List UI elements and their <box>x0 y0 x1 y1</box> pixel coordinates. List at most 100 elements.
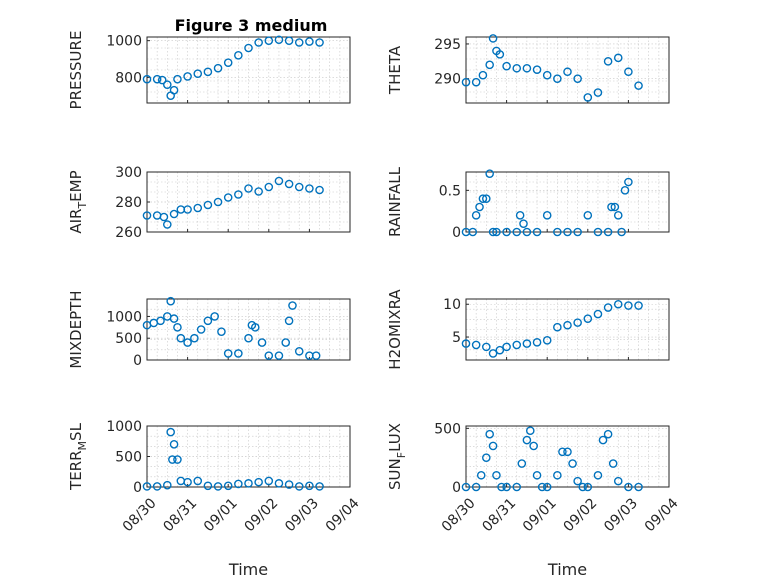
data-point <box>193 203 203 213</box>
data-point <box>159 212 169 222</box>
subplot-7: 0 500 1000 08/30 08/31 09/01 09/02 09/03 09/04 Ti… <box>67 419 363 579</box>
data-point <box>593 227 603 237</box>
data-point <box>461 482 471 492</box>
data-point <box>156 316 165 326</box>
data-point <box>620 186 630 195</box>
data-point <box>624 482 633 492</box>
data-point <box>468 227 478 237</box>
data-point <box>196 325 206 334</box>
data-point <box>142 211 152 220</box>
data-point <box>142 482 152 491</box>
data-point <box>488 34 498 43</box>
data-point <box>563 67 572 77</box>
data-point <box>481 342 491 352</box>
data-point <box>173 74 182 84</box>
data-point <box>234 51 243 60</box>
data-point <box>573 74 582 83</box>
axes-frame <box>465 171 670 233</box>
data-point <box>515 211 525 220</box>
data-point <box>244 43 253 53</box>
y-tick-label: 1000 <box>106 309 142 325</box>
data-point <box>254 477 263 487</box>
data-point <box>183 338 192 347</box>
data-point <box>492 470 501 480</box>
data-point <box>624 177 633 187</box>
data-point <box>169 85 179 95</box>
data-point <box>305 37 314 46</box>
data-point <box>634 482 643 492</box>
y-tick-label: 300 <box>115 165 142 181</box>
data-point <box>502 342 511 352</box>
data-point <box>553 470 562 480</box>
data-point <box>512 340 522 350</box>
data-point <box>593 88 603 97</box>
data-point <box>294 482 304 491</box>
data-point <box>485 60 494 70</box>
data-point <box>234 479 243 489</box>
data-point <box>254 38 263 47</box>
data-point <box>613 211 623 220</box>
data-point <box>311 351 321 360</box>
data-point <box>478 194 488 203</box>
data-point <box>250 323 260 332</box>
data-point <box>522 227 532 237</box>
data-point <box>634 301 643 310</box>
data-point <box>553 227 562 237</box>
data-point <box>488 227 498 237</box>
data-point <box>613 53 623 63</box>
axes-frame <box>465 298 670 361</box>
data-point <box>478 70 488 80</box>
data-point <box>608 459 618 468</box>
data-point <box>593 470 603 480</box>
y-tick-label: 1000 <box>106 34 142 50</box>
data-point <box>294 346 304 356</box>
y-axis-label: MIXDEPTH <box>67 290 85 368</box>
data-point <box>593 309 603 319</box>
y-axis-label: SUNFLUX <box>386 423 408 490</box>
data-point <box>485 429 494 439</box>
x-tick-label: 09/04 <box>323 495 363 535</box>
data-point <box>169 314 179 323</box>
data-point <box>542 336 552 345</box>
data-point <box>183 205 192 214</box>
data-point <box>563 447 572 457</box>
data-point <box>471 482 481 492</box>
data-point <box>223 193 233 202</box>
data-point <box>234 190 243 199</box>
data-point <box>315 185 324 195</box>
data-point <box>183 72 192 81</box>
y-axis-label: H2OMIXRA <box>386 289 404 370</box>
data-point <box>162 220 172 229</box>
data-point <box>558 447 567 457</box>
data-point <box>284 480 294 489</box>
data-point <box>610 202 620 212</box>
y-tick-label: 260 <box>115 225 142 241</box>
y-axis-label: RAINFALL <box>386 166 404 237</box>
data-point <box>488 349 498 358</box>
data-point <box>176 476 186 486</box>
data-point <box>583 482 593 492</box>
data-point <box>598 435 608 445</box>
data-point <box>522 63 532 73</box>
data-point <box>613 476 623 486</box>
data-point <box>142 74 152 84</box>
y-tick-label: 500 <box>434 421 461 437</box>
data-point <box>264 476 274 486</box>
data-point <box>542 70 552 80</box>
data-point <box>603 227 613 237</box>
x-tick-label: 09/02 <box>561 495 601 535</box>
data-point <box>617 227 626 237</box>
data-point <box>264 36 274 45</box>
data-point <box>173 323 182 332</box>
data-point <box>244 479 253 488</box>
data-point <box>315 482 324 491</box>
data-point <box>522 435 532 445</box>
data-point <box>603 429 613 439</box>
data-point <box>169 209 179 219</box>
axes-frame <box>465 425 670 488</box>
x-tick-label: 08/30 <box>439 495 479 535</box>
data-point <box>519 219 528 228</box>
data-point <box>183 477 192 487</box>
data-point <box>284 36 294 45</box>
